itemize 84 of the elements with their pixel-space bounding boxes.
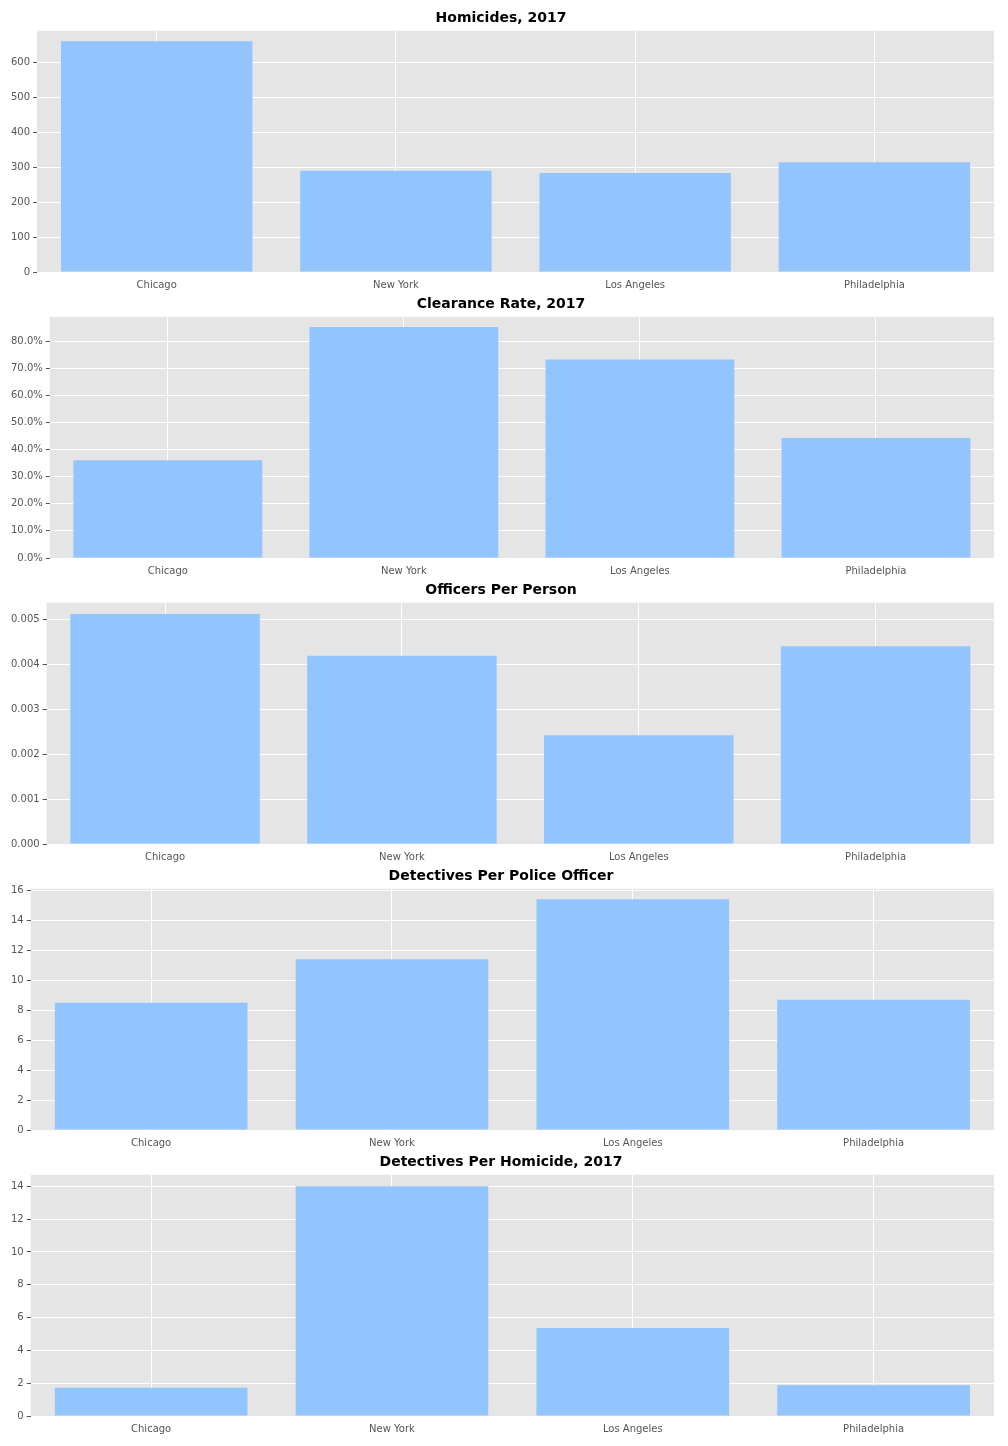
y-tick-label: 8 [17,1278,24,1290]
y-tick-label: 12 [10,943,24,955]
y-tick-label: 600 [10,55,31,67]
x-tick-label: Philadelphia [843,278,905,290]
bar [54,1002,248,1130]
y-tick-label: 14 [10,1179,24,1191]
bar [777,999,970,1130]
y-tick-label: 0.002 [10,747,40,759]
bar [300,170,492,272]
bar [544,735,734,844]
y-tick-label: 30.0% [10,470,43,482]
bar [781,437,971,558]
x-tick-label: Chicago [136,278,177,290]
y-tick-label: 10 [10,973,24,985]
bar [54,1387,248,1416]
chart-title: Detectives Per Police Officer [388,867,614,884]
y-tick-label: 10.0% [10,524,43,536]
y-tick-label: 12 [10,1212,24,1224]
y-tick-label: 50.0% [10,416,43,428]
x-tick-label: New York [369,1136,416,1148]
y-tick-label: 0.004 [10,657,40,669]
x-tick-label: New York [378,850,425,862]
y-tick-label: 14 [10,913,24,925]
bar [536,899,730,1130]
y-tick-label: 4 [17,1343,24,1355]
x-tick-label: Los Angeles [602,1136,663,1148]
y-tick-label: 10 [10,1245,24,1257]
chart-title: Clearance Rate, 2017 [416,295,586,312]
y-tick-label: 0 [23,265,31,277]
bar [70,614,260,844]
y-tick-label: 200 [10,195,31,207]
y-tick-label: 80.0% [10,334,43,346]
x-tick-label: Chicago [144,850,186,862]
y-tick-label: 0.001 [10,792,40,804]
y-tick-label: 0.003 [10,702,40,714]
bar [777,1385,970,1416]
x-tick-label: Los Angeles [605,278,666,290]
y-tick-label: 100 [10,230,31,242]
y-tick-label: 6 [17,1033,24,1045]
y-tick-label: 500 [10,90,31,102]
bar [295,1186,489,1416]
y-tick-label: 6 [17,1311,24,1323]
y-tick-label: 2 [17,1093,24,1105]
bar [545,359,735,558]
bar [307,655,497,844]
x-tick-label: Chicago [147,564,188,576]
bar [778,162,971,272]
x-tick-label: Chicago [131,1136,172,1148]
chart-title: Homicides, 2017 [435,9,567,26]
bar [536,1328,730,1416]
y-tick-label: 0.0% [17,551,43,563]
y-tick-label: 16 [10,883,24,895]
y-tick-label: 70.0% [10,361,43,373]
x-tick-label: New York [373,278,420,290]
x-tick-label: Philadelphia [843,1422,905,1434]
x-tick-label: Philadelphia [843,1136,905,1148]
x-tick-label: Los Angeles [608,850,669,862]
y-tick-label: 300 [10,160,31,172]
y-tick-label: 8 [17,1003,24,1015]
x-tick-label: New York [380,564,427,576]
y-tick-label: 0 [17,1123,24,1135]
y-tick-label: 400 [10,125,31,137]
x-tick-label: Chicago [131,1422,172,1434]
bar [309,327,499,558]
bar [73,460,263,558]
y-tick-label: 0 [17,1409,24,1421]
chart-title: Officers Per Person [425,581,577,598]
chart-title: Detectives Per Homicide, 2017 [379,1153,623,1170]
y-tick-label: 0.005 [10,613,40,625]
x-tick-label: Los Angeles [602,1422,663,1434]
x-tick-label: Philadelphia [845,850,907,862]
y-tick-label: 0.000 [10,837,40,849]
y-tick-label: 2 [17,1376,24,1388]
y-tick-label: 40.0% [10,443,43,455]
y-tick-label: 20.0% [10,497,43,509]
bar [61,41,253,272]
bar [539,173,731,272]
y-tick-label: 60.0% [10,388,43,400]
bar [295,959,489,1130]
y-tick-label: 4 [17,1063,24,1075]
x-tick-label: Philadelphia [845,564,907,576]
bar [780,646,971,844]
x-tick-label: Los Angeles [610,564,670,576]
x-tick-label: New York [369,1422,416,1434]
